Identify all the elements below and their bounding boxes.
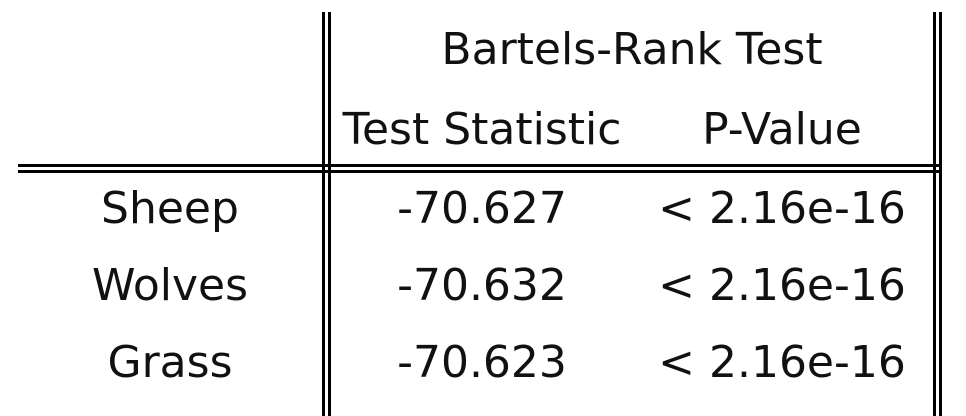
- header-rule-2: [18, 170, 942, 173]
- cell-grass-statistic: -70.623: [397, 337, 567, 388]
- cell-wolves-p-value: < 2.16e-16: [658, 260, 906, 311]
- group-header: Bartels-Rank Test: [441, 24, 823, 75]
- vertical-rule-left-1: [322, 12, 325, 416]
- cell-sheep-statistic: -70.627: [397, 183, 567, 234]
- row-label-grass: Grass: [107, 337, 233, 388]
- header-rule-1: [18, 164, 942, 167]
- cell-sheep-p-value: < 2.16e-16: [658, 183, 906, 234]
- column-header-p-value: P-Value: [702, 104, 862, 155]
- cell-grass-p-value: < 2.16e-16: [658, 337, 906, 388]
- vertical-rule-right-2: [939, 12, 942, 416]
- row-label-wolves: Wolves: [91, 260, 249, 311]
- vertical-rule-right-1: [933, 12, 936, 416]
- column-header-test-statistic: Test Statistic: [342, 104, 622, 155]
- vertical-rule-left-2: [328, 12, 331, 416]
- row-label-sheep: Sheep: [101, 183, 239, 234]
- cell-wolves-statistic: -70.632: [397, 260, 567, 311]
